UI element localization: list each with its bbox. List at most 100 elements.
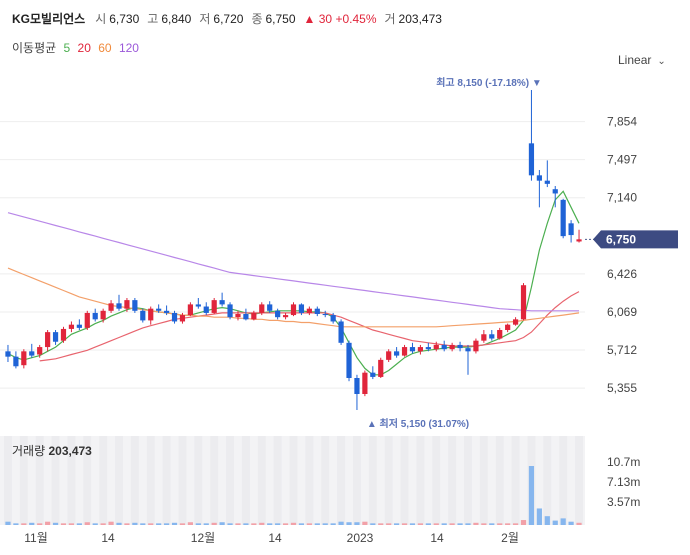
volume-stripe [241, 436, 250, 525]
y-tick-label: 6,426 [607, 267, 637, 281]
candle-body [568, 223, 574, 236]
ma-legend[interactable]: 이동평균 5 20 60 120 [12, 39, 143, 56]
volume-bar [195, 523, 201, 525]
y-tick-label: 7,497 [607, 153, 637, 167]
volume-bar [362, 521, 368, 525]
volume-label: 거 [384, 12, 396, 26]
volume-bar [290, 522, 297, 525]
volume-bar [60, 523, 67, 525]
stock-name[interactable]: KG모빌리언스 [12, 12, 86, 26]
volume-stripe [257, 436, 266, 525]
volume-panel-label: 거래량 203,473 [12, 442, 92, 459]
low-label: 저 [199, 12, 211, 26]
volume-bar [68, 523, 75, 525]
volume-stripe [51, 436, 60, 525]
candle-body [330, 315, 336, 322]
candle-body [394, 351, 400, 356]
scale-dropdown[interactable]: Linear ⌄ [618, 53, 666, 67]
candle-body [417, 347, 424, 352]
volume-bar [489, 523, 495, 525]
ma-60-label: 60 [98, 41, 112, 55]
candle-body [282, 315, 289, 318]
candle-body [314, 308, 320, 314]
volume-bar [219, 522, 225, 525]
volume-bar [148, 523, 154, 525]
candle-body [425, 347, 431, 350]
volume-stripe [448, 436, 457, 525]
candle-body [362, 372, 368, 394]
candle-body [259, 304, 265, 313]
volume-tick-label: 3.57m [607, 495, 640, 509]
open-value: 6,730 [109, 11, 140, 26]
y-tick-label: 5,712 [607, 343, 637, 357]
y-tick-label: 7,140 [607, 191, 637, 205]
volume-bar [100, 523, 106, 525]
volume-bar [124, 523, 130, 525]
x-tick-label: 2023 [347, 531, 374, 545]
volume-bar [306, 523, 312, 525]
high-value: 6,840 [161, 11, 192, 26]
volume-bar [140, 523, 146, 525]
volume-bar [314, 523, 320, 525]
candle-body [544, 180, 550, 184]
volume-bar [338, 521, 344, 525]
candle-body [100, 310, 106, 320]
candle-body [116, 303, 122, 309]
volume-bar [433, 523, 439, 525]
volume-bar [163, 523, 170, 525]
volume-bar [13, 523, 19, 525]
volume-bar [370, 523, 376, 525]
volume-bar [497, 523, 503, 525]
volume-bar [457, 523, 463, 525]
volume-tick-label: 10.7m [607, 455, 640, 469]
volume-bar [346, 522, 352, 525]
volume-panel-value: 203,473 [48, 444, 92, 458]
x-tick-label: 2월 [501, 531, 519, 545]
candle-body [68, 324, 75, 329]
candle-body [338, 321, 344, 343]
candle-body [235, 314, 241, 318]
volume-stripe [543, 436, 552, 525]
change-amount: 30 [318, 11, 333, 26]
volume-bar [211, 522, 217, 525]
volume-bar [544, 516, 550, 525]
y-tick-label: 7,854 [607, 115, 637, 129]
volume-stripe [210, 436, 219, 525]
candle-body [45, 332, 51, 348]
candle-body [441, 344, 447, 350]
open-label: 시 [95, 12, 107, 26]
candle-body [409, 347, 416, 352]
ma-20-label: 20 [77, 41, 91, 55]
candle-body [84, 312, 90, 328]
volume-bar [441, 523, 447, 525]
volume-stripe [321, 436, 330, 525]
volume-bar [354, 522, 360, 525]
volume-bar [76, 523, 82, 525]
volume-bar [528, 466, 535, 525]
ma-5-label: 5 [63, 41, 71, 55]
volume-bar [251, 523, 257, 525]
volume-stripe [273, 436, 282, 525]
candle-body [227, 304, 233, 318]
candle-body [156, 308, 162, 311]
candle-body [505, 324, 511, 330]
ma120-line [7, 212, 579, 312]
candle-body [5, 351, 11, 357]
candle-body [528, 143, 535, 176]
high-label: 고 [147, 12, 159, 26]
candle-body [322, 314, 328, 316]
volume-bar [298, 523, 305, 525]
quote-header: KG모빌리언스 시 6,730 고 6,840 저 6,720 종 6,750 … [12, 10, 450, 27]
volume-stripe [511, 436, 520, 525]
volume-bar [259, 522, 265, 525]
volume-stripe [416, 436, 425, 525]
volume-bar [409, 523, 416, 525]
volume-bar [330, 523, 336, 525]
volume-bar [512, 523, 519, 525]
volume-bar [5, 521, 11, 525]
volume-bar [481, 523, 487, 525]
candle-body [433, 344, 439, 350]
candle-body [148, 308, 154, 321]
change-percent: +0.45% [335, 11, 377, 26]
